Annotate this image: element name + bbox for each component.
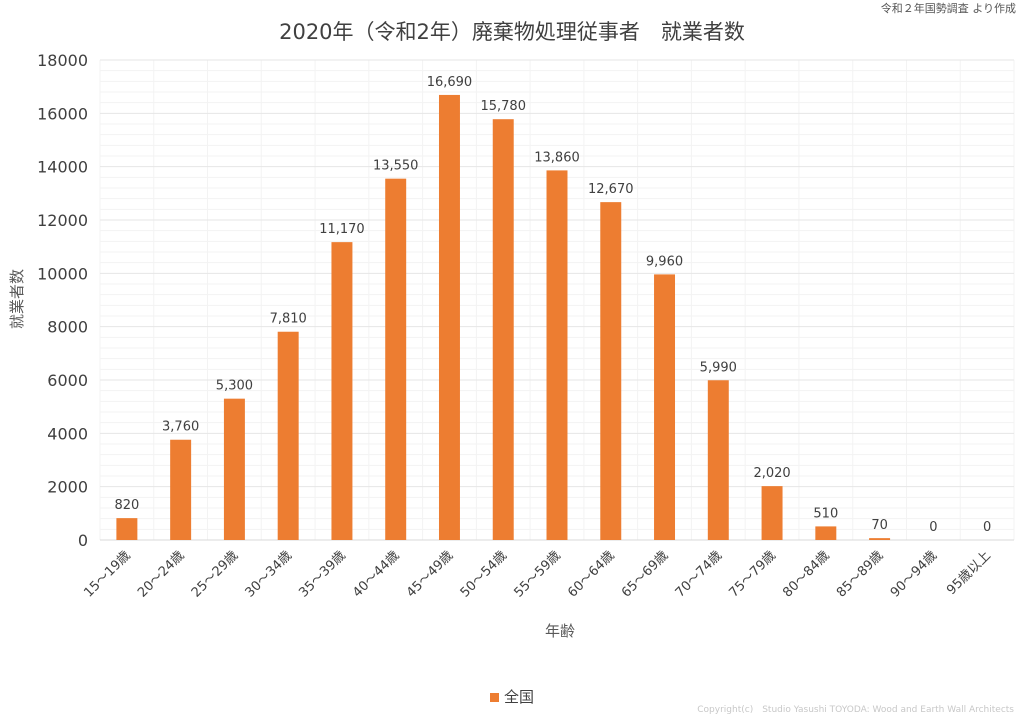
legend: 全国 [0,686,1024,707]
y-tick-label: 6000 [47,371,88,390]
x-axis-label: 年齢 [545,622,575,640]
bar-layer [116,94,891,540]
data-label: 5,300 [216,379,253,394]
data-label: 7,810 [270,312,307,327]
data-label: 16,690 [427,75,473,90]
bar [116,518,138,540]
x-tick-label: 60～64歳 [565,548,617,600]
y-tick-label: 2000 [47,478,88,497]
copyright-note: Copyright(c) Studio Yasushi TOYODA: Wood… [697,705,1014,715]
bar [223,398,245,540]
y-tick-label: 0 [78,531,88,550]
bar [277,331,299,540]
data-label: 510 [813,506,838,521]
x-tick-label: 65～69歳 [619,548,671,600]
data-label: 0 [929,520,937,535]
x-tick-label: 30～34歳 [243,548,295,600]
x-tick-label: 90～94歳 [888,548,940,600]
x-tick-label: 50～54歳 [458,548,510,600]
data-label: 11,170 [319,222,365,237]
y-tick-label: 10000 [37,264,88,283]
y-tick-label: 14000 [37,158,88,177]
bar [815,526,837,540]
legend-swatch [489,693,499,702]
legend-label: 全国 [503,688,534,706]
bar [492,119,514,540]
data-label: 13,860 [534,150,580,165]
data-label: 0 [983,520,991,535]
y-tick-label: 12000 [37,211,88,230]
data-label: 3,760 [162,420,199,435]
x-tick-label: 95歳以上 [944,548,994,598]
bar [385,178,407,540]
x-tick-label: 25～29歳 [189,548,241,600]
x-tick-label: 15～19歳 [81,548,133,600]
chart-title: 2020年（令和2年）廃棄物処理従事者 就業者数 [279,20,745,44]
x-tick-label: 45～49歳 [404,548,456,600]
data-label: 5,990 [700,360,737,375]
data-label: 12,670 [588,182,634,197]
data-label: 2,020 [753,466,790,481]
bar [654,274,676,540]
bar [707,380,729,540]
x-tick-label: 70～74歳 [673,548,725,600]
data-label: 13,550 [373,159,419,174]
y-tick-label: 18000 [37,51,88,70]
bar [170,439,192,540]
bar [546,170,568,540]
x-tick-label: 85～89歳 [834,548,886,600]
data-label: 9,960 [646,254,683,269]
data-label: 15,780 [480,99,526,114]
x-tick-label: 55～59歳 [511,548,563,600]
bar [331,242,353,540]
bar [600,202,622,540]
y-tick-label: 16000 [37,104,88,123]
bar [438,94,460,540]
x-tick-label: 40～44歳 [350,548,402,600]
y-axis-label: 就業者数 [8,269,26,329]
y-tick-label: 8000 [47,318,88,337]
source-note: 令和２年国勢調査 より作成 [880,2,1016,15]
x-tick-label: 20～24歳 [135,548,187,600]
x-tick-label: 80～84歳 [780,548,832,600]
x-tick-label: 35～39歳 [296,548,348,600]
bar [869,538,891,540]
y-tick-label: 4000 [47,424,88,443]
data-label: 70 [871,518,888,533]
bar [761,486,783,540]
data-label: 820 [114,498,139,513]
label-layer: 820 3,760 5,300 7,810 11,170 13,550 16,690 15,7… [114,75,991,535]
x-tick-label: 75～79歳 [726,548,778,600]
